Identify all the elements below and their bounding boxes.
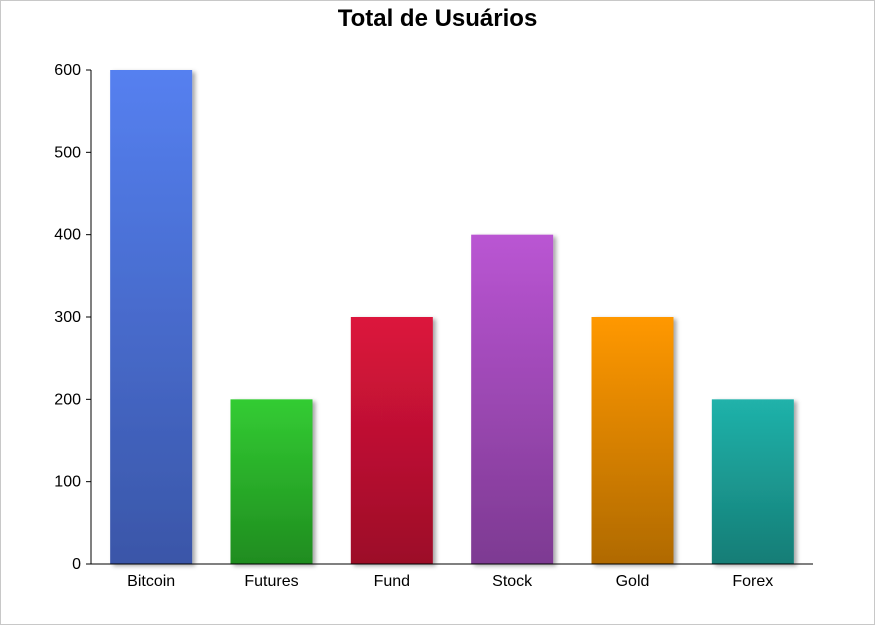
y-tick-label: 500: [54, 144, 81, 161]
x-tick-label: Forex: [732, 573, 773, 590]
x-tick-label: Gold: [616, 573, 650, 590]
axes-group: Bitcoin Futures Fund Stock Gold Forex 0 100 200 3…: [54, 62, 813, 590]
y-tick-label: 600: [54, 62, 81, 79]
y-tick-label: 0: [72, 556, 81, 573]
bar-fund: [350, 317, 433, 564]
x-tick-label: Stock: [492, 573, 533, 590]
y-tick-label: 200: [54, 391, 81, 408]
bar-forex: [711, 399, 794, 564]
bar-futures: [230, 399, 313, 564]
chart-title: Total de Usuários: [337, 5, 538, 32]
y-tick-label: 400: [54, 227, 81, 244]
bar-bitcoin: [110, 70, 193, 564]
x-tick-label: Futures: [244, 573, 298, 590]
bars-group: [110, 70, 794, 564]
x-tick-label: Fund: [374, 573, 410, 590]
bar-gold: [591, 317, 674, 564]
y-tick-label: 300: [54, 309, 81, 326]
bar-stock: [471, 234, 554, 564]
x-tick-label: Bitcoin: [127, 573, 175, 590]
y-tick-label: 100: [54, 474, 81, 491]
